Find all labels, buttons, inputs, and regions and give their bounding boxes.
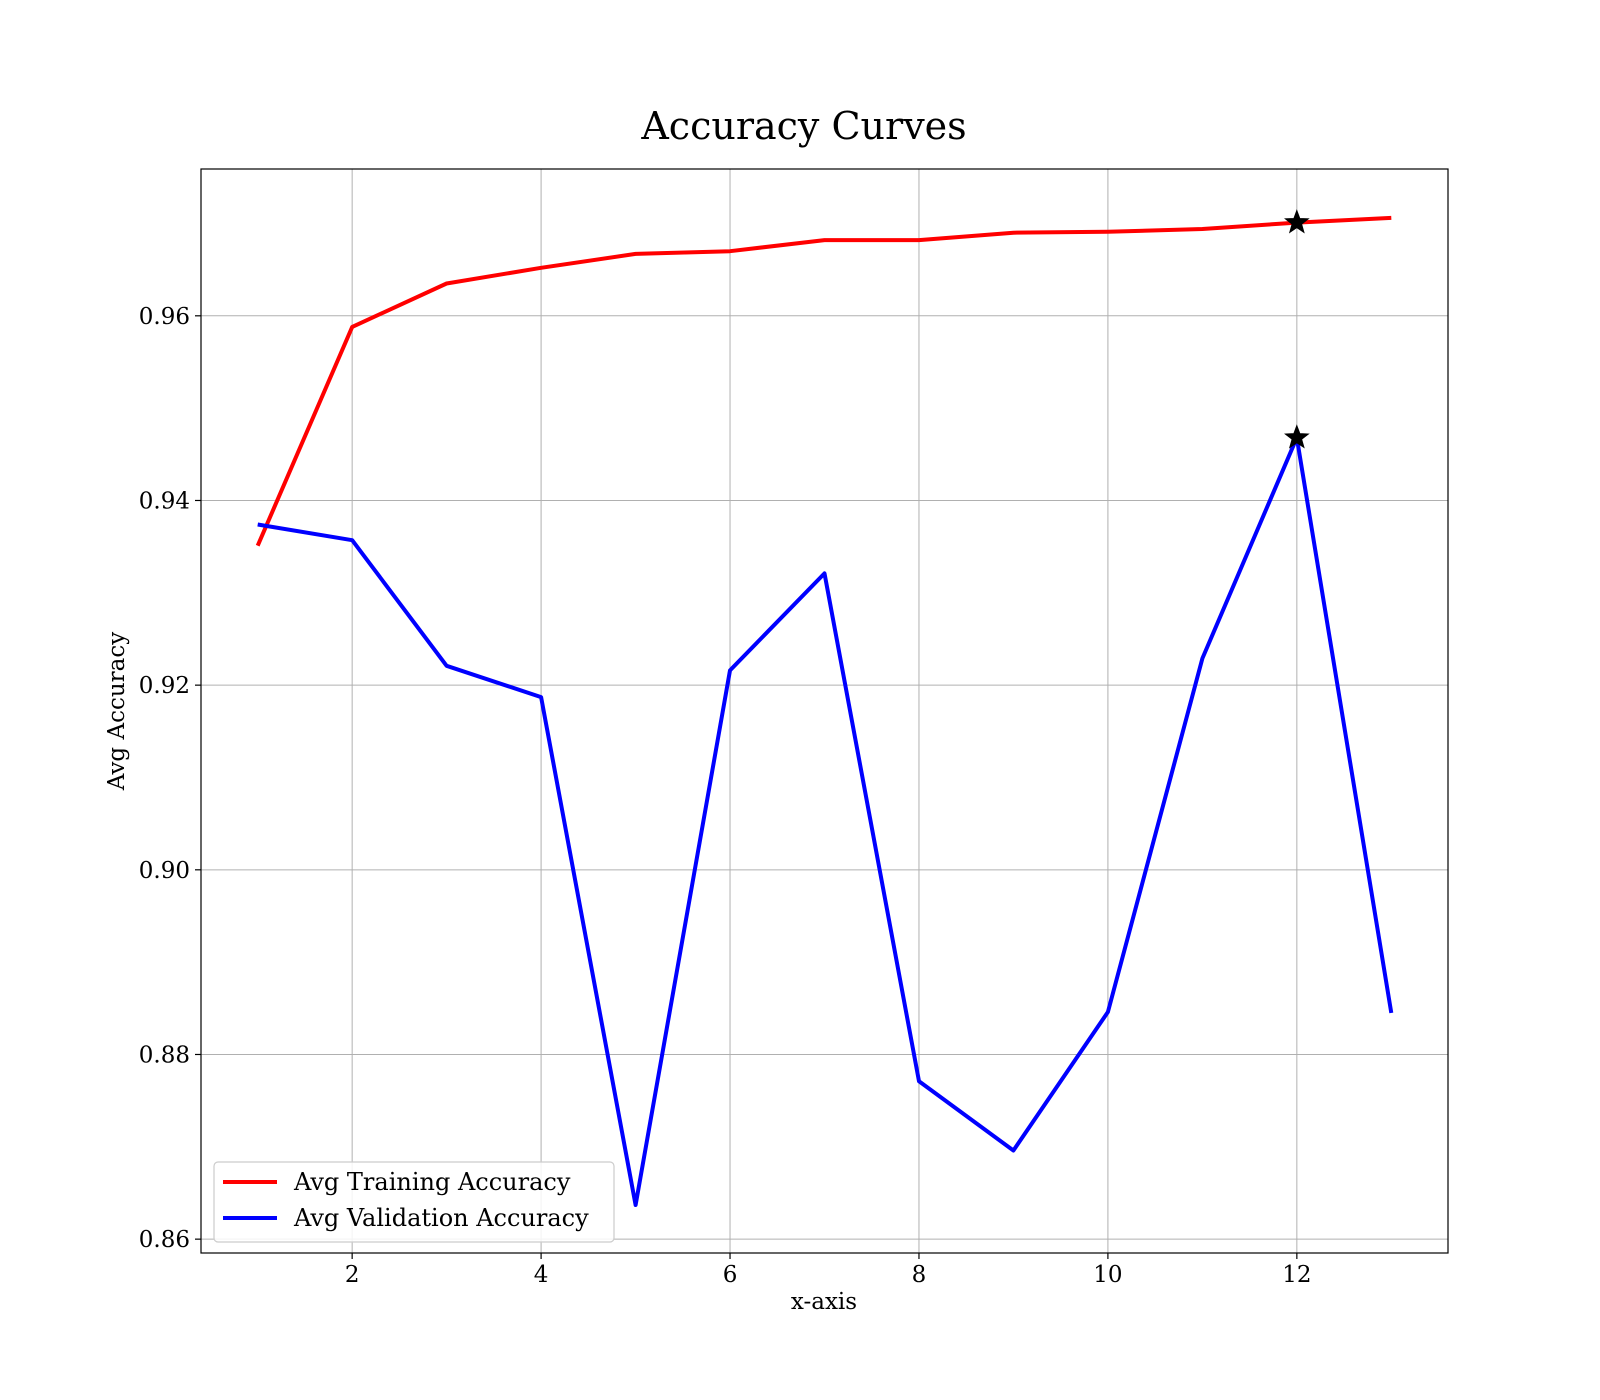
x-axis-label: x-axis: [791, 1289, 857, 1315]
axis-ticks: 2 4 6 8 10 12 0.86 0.88 0.90 0.92 0.94 0.96: [139, 304, 1312, 1288]
y-tick-label: 0.92: [139, 673, 190, 699]
legend: Avg Training Accuracy Avg Validation Acc…: [213, 1161, 615, 1243]
plot-series: [255, 215, 1394, 1207]
y-tick-label: 0.88: [139, 1042, 190, 1068]
legend-label-validation: Avg Validation Accuracy: [293, 1204, 589, 1232]
x-tick-label: 2: [345, 1262, 360, 1288]
series-line-training: [255, 215, 1392, 547]
plot-frame: [200, 168, 1449, 1254]
legend-box: [213, 1161, 615, 1243]
y-axis-label: Avg Accuracy: [104, 632, 130, 791]
x-tick-label: 8: [912, 1262, 927, 1288]
star-marker-validation: [1284, 424, 1310, 449]
series-line-validation: [257, 435, 1394, 1207]
legend-label-training: Avg Training Accuracy: [293, 1168, 571, 1196]
x-tick-label: 10: [1093, 1262, 1122, 1288]
star-marker-training: [1284, 209, 1310, 234]
y-tick-label: 0.94: [139, 488, 190, 514]
y-tick-label: 0.96: [139, 304, 190, 330]
x-tick-label: 12: [1282, 1262, 1311, 1288]
x-tick-label: 4: [534, 1262, 549, 1288]
y-tick-label: 0.90: [139, 858, 190, 884]
x-tick-label: 6: [723, 1262, 738, 1288]
chart-title: Accuracy Curves: [640, 104, 966, 148]
grid-lines: [201, 169, 1448, 1253]
y-tick-label: 0.86: [139, 1227, 190, 1253]
star-markers: [1284, 209, 1310, 449]
